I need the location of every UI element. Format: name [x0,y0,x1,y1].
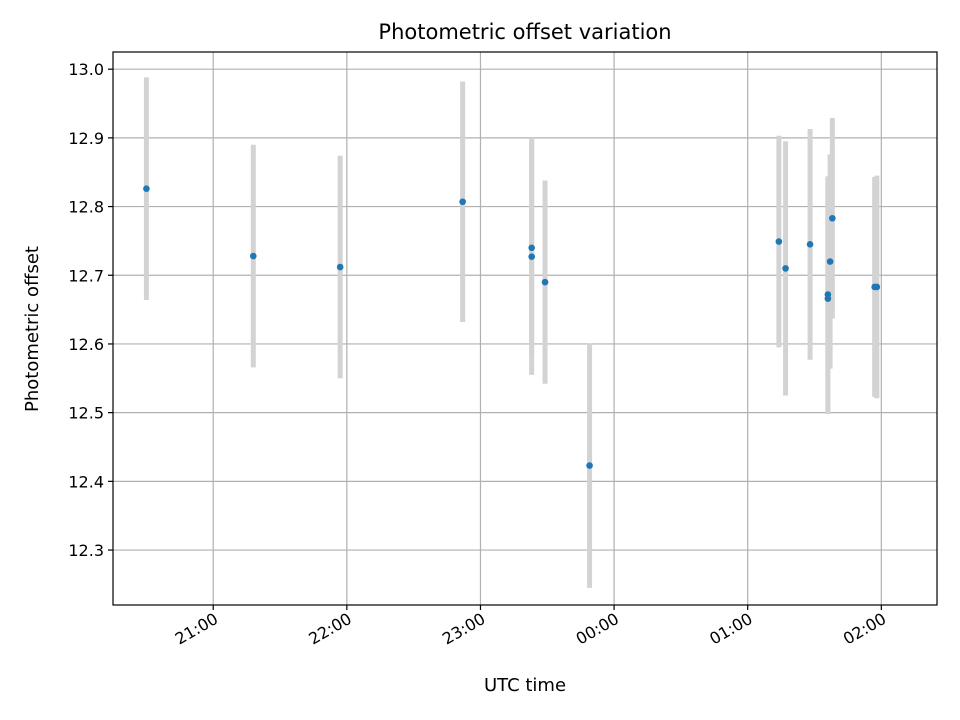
data-point [829,214,836,222]
data-point [806,241,814,248]
data-point [459,198,466,206]
y-tick-label: 12.3 [68,541,104,560]
y-tick-label: 12.9 [68,129,104,148]
data-point [541,278,549,286]
grid [113,52,937,605]
y-tick-label: 12.5 [68,404,104,423]
y-tick-label: 12.4 [68,472,104,491]
x-axis-label: UTC time [484,675,566,696]
y-axis-label: Photometric offset [22,246,43,412]
y-tick-label: 12.7 [68,266,104,285]
data-point [873,283,881,291]
data-point [782,265,789,272]
data-point [528,244,535,252]
plot-frame [112,51,938,606]
data-point [775,238,783,245]
data-point [143,185,150,193]
data-point [824,295,832,302]
y-tick-label: 12.6 [68,335,104,354]
y-tick-label: 13.0 [68,60,104,79]
chart-title: Photometric offset variation [378,20,671,44]
y-tick-label: 12.8 [68,198,104,217]
data-point [826,258,834,265]
data-points [143,185,881,469]
data-point [586,462,593,469]
data-point [250,252,257,260]
data-point [528,253,535,261]
data-point [336,263,344,271]
